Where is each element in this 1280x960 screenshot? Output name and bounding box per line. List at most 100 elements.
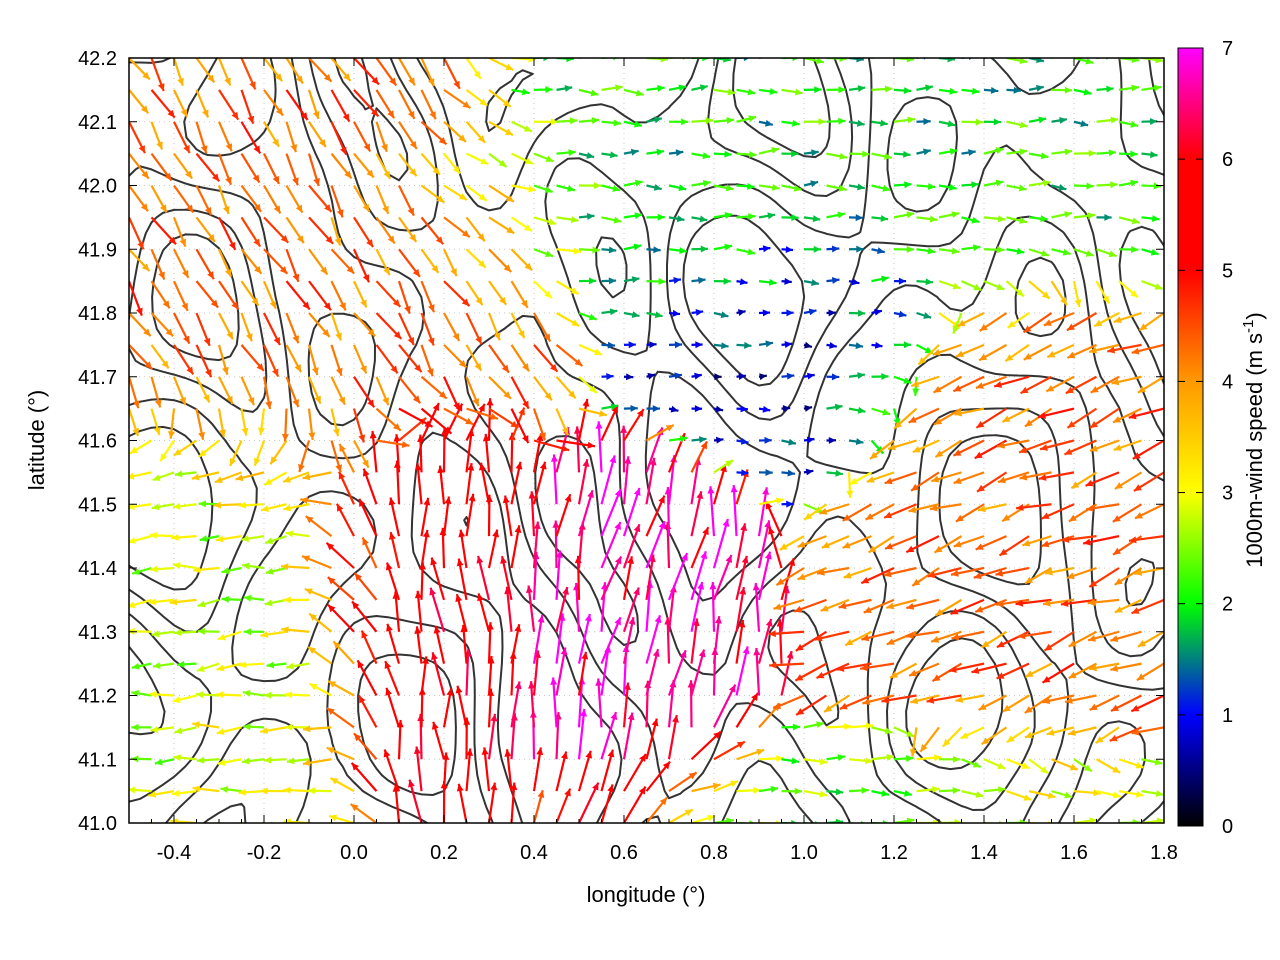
wind-arrow (330, 344, 343, 377)
wind-arrow (375, 216, 396, 245)
wind-arrow (1006, 216, 1028, 224)
wind-arrow (375, 121, 388, 153)
x-tick-label: 0.6 (610, 842, 638, 864)
wind-arrow (217, 121, 233, 152)
colorbar-label: 1000m-wind speed (m s-1) (1240, 312, 1267, 567)
wind-arrow (916, 183, 936, 190)
wind-arrow (238, 501, 265, 509)
wind-arrow (957, 312, 985, 328)
wind-arrow (883, 566, 917, 578)
wind-arrow (758, 147, 780, 155)
wind-arrow (466, 407, 499, 420)
wind-arrow (668, 372, 683, 380)
wind-arrow (578, 375, 598, 394)
wind-arrow (713, 684, 737, 728)
wind-arrow (1118, 84, 1140, 92)
wind-arrow (129, 727, 130, 729)
wind-arrow (848, 150, 870, 158)
wind-arrow (884, 471, 917, 485)
wind-arrow (149, 690, 175, 698)
wind-arrow (578, 213, 595, 220)
wind-arrow (150, 376, 162, 408)
wind-arrow (263, 153, 280, 185)
wind-arrow (803, 758, 828, 765)
wind-arrow (154, 758, 175, 766)
wind-arrow (893, 245, 914, 253)
wind-arrow (280, 563, 310, 571)
wind-arrow (1028, 280, 1051, 300)
x-tick-label: 1.2 (880, 842, 908, 864)
wind-arrow (1038, 471, 1075, 481)
wind-arrow (329, 777, 355, 793)
wind-arrow (983, 280, 1005, 291)
wind-arrow (781, 757, 800, 765)
wind-arrow (1006, 86, 1022, 94)
wind-arrow (848, 786, 869, 794)
wind-arrow (645, 614, 662, 664)
wind-arrow (779, 535, 805, 551)
wind-arrow (217, 58, 232, 86)
wind-arrow (487, 312, 501, 341)
wind-arrow (129, 791, 130, 793)
wind-arrow (330, 408, 340, 437)
wind-arrow (1089, 407, 1120, 429)
wind-arrow (781, 184, 802, 192)
wind-arrow (713, 184, 734, 192)
wind-arrow (330, 121, 348, 156)
wind-arrow (765, 501, 783, 537)
wind-arrow (931, 471, 962, 483)
wind-arrow (713, 740, 746, 761)
wind-arrow (481, 747, 491, 792)
colorbar-tick-label: 4 (1222, 371, 1233, 393)
wind-arrow (388, 497, 401, 537)
wind-arrow (1028, 758, 1049, 775)
wind-arrow (199, 535, 220, 542)
wind-arrow (195, 58, 216, 84)
wind-arrow (443, 280, 471, 307)
wind-arrow (1066, 343, 1097, 359)
wind-arrow (285, 121, 298, 153)
wind-arrow (1051, 148, 1073, 156)
wind-arrow (781, 58, 800, 62)
wind-arrow (330, 248, 355, 275)
wind-arrow (465, 121, 486, 144)
wind-arrow (736, 213, 756, 221)
wind-arrow (285, 184, 304, 214)
wind-arrow (983, 86, 999, 94)
wind-arrow (129, 216, 145, 250)
wind-arrow (578, 407, 608, 417)
wind-arrow (601, 308, 618, 316)
wind-arrow (735, 555, 749, 601)
wind-arrow (198, 439, 220, 458)
wind-arrow (1085, 471, 1120, 487)
wind-arrow (532, 614, 545, 664)
wind-arrow (736, 115, 757, 123)
wind-arrow (668, 808, 694, 823)
wind-arrow (1137, 375, 1164, 394)
wind-arrow (1107, 343, 1142, 354)
y-tick-label: 42.1 (78, 112, 117, 134)
wind-arrow (622, 556, 635, 601)
wind-arrow (1064, 439, 1097, 456)
wind-arrow (533, 86, 553, 94)
wind-arrow (668, 405, 679, 413)
wind-arrow (1163, 88, 1164, 90)
wind-arrow (383, 749, 401, 792)
x-tick-label: 0.4 (520, 842, 548, 864)
wind-arrow (623, 243, 642, 251)
wind-arrow (1019, 471, 1052, 481)
wind-arrow (668, 276, 682, 284)
wind-arrow (465, 376, 480, 407)
wind-arrow (353, 152, 375, 179)
wind-arrow (668, 309, 681, 317)
wind-arrow (668, 184, 687, 192)
wind-arrow (775, 567, 805, 586)
wind-arrow (1023, 343, 1053, 361)
wind-arrow (758, 119, 774, 127)
x-tick-label: 1.4 (970, 842, 998, 864)
wind-arrow (285, 723, 310, 731)
wind-arrow (420, 529, 430, 569)
wind-arrow (308, 121, 327, 148)
wind-arrow (934, 439, 963, 458)
wind-arrow (916, 84, 934, 92)
